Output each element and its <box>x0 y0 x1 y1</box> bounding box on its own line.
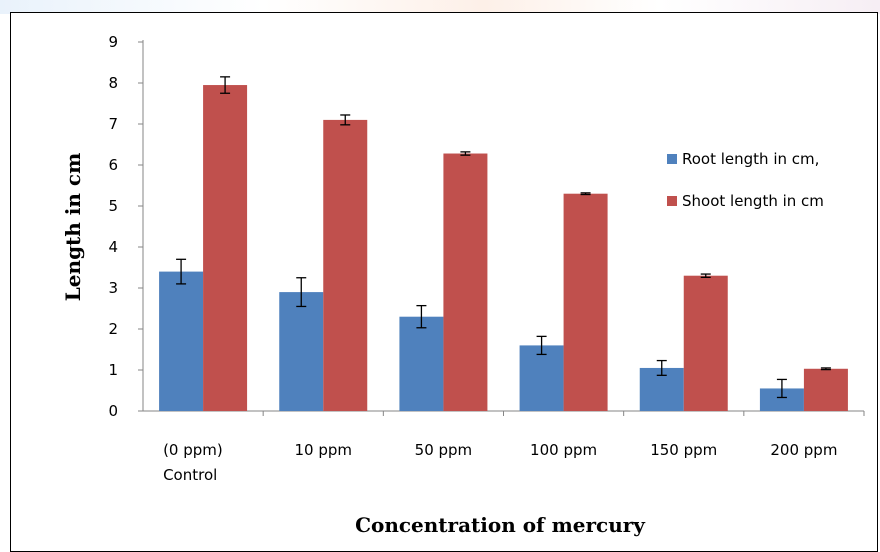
y-tick-label: 7 <box>108 115 118 133</box>
legend-label: Root length in cm, <box>682 150 819 168</box>
bar <box>443 153 488 411</box>
x-category-labels: (0 ppm) Control 10 ppm 50 ppm 100 ppm 150 ppm… <box>163 441 837 484</box>
x-tick-label: (0 ppm) <box>163 441 223 459</box>
x-tick-label: 150 ppm <box>650 441 717 459</box>
legend-swatch <box>667 154 677 164</box>
bar <box>323 119 368 412</box>
top-decoration <box>0 0 880 14</box>
y-axis-title: Length in cm <box>61 153 85 302</box>
x-tick-label: 100 ppm <box>530 441 597 459</box>
y-tick-labels: 0 1 2 3 4 5 6 7 8 9 <box>108 33 118 420</box>
bar <box>399 316 444 411</box>
bar <box>519 345 564 411</box>
error-bars <box>176 76 831 399</box>
x-tick-label: Control <box>163 466 217 484</box>
y-tick-label: 2 <box>108 320 118 338</box>
bar <box>683 275 728 411</box>
x-tick-label: 200 ppm <box>770 441 837 459</box>
axes <box>138 40 865 416</box>
x-tick-label: 10 ppm <box>294 441 352 459</box>
x-tick-label: 50 ppm <box>415 441 473 459</box>
y-tick-label: 4 <box>108 238 118 256</box>
bar <box>279 292 324 411</box>
y-tick-label: 0 <box>108 402 118 420</box>
legend: Root length in cm, Shoot length in cm <box>667 150 824 210</box>
legend-swatch <box>667 196 677 206</box>
y-tick-label: 1 <box>108 361 118 379</box>
bar <box>203 85 248 412</box>
legend-label: Shoot length in cm <box>682 192 824 210</box>
bars <box>159 85 848 412</box>
bar <box>803 368 848 411</box>
x-axis-title: Concentration of mercury <box>355 513 646 537</box>
y-tick-label: 9 <box>108 33 118 51</box>
bar <box>159 271 204 411</box>
y-tick-label: 3 <box>108 279 118 297</box>
y-tick-label: 6 <box>108 156 118 174</box>
y-tick-label: 5 <box>108 197 118 215</box>
bar <box>759 388 804 411</box>
bar-chart: 0 1 2 3 4 5 6 7 8 9 (0 ppm) Control 10 ppm 50 ppm 100… <box>61 33 865 537</box>
bar <box>563 193 608 411</box>
y-tick-label: 8 <box>108 74 118 92</box>
